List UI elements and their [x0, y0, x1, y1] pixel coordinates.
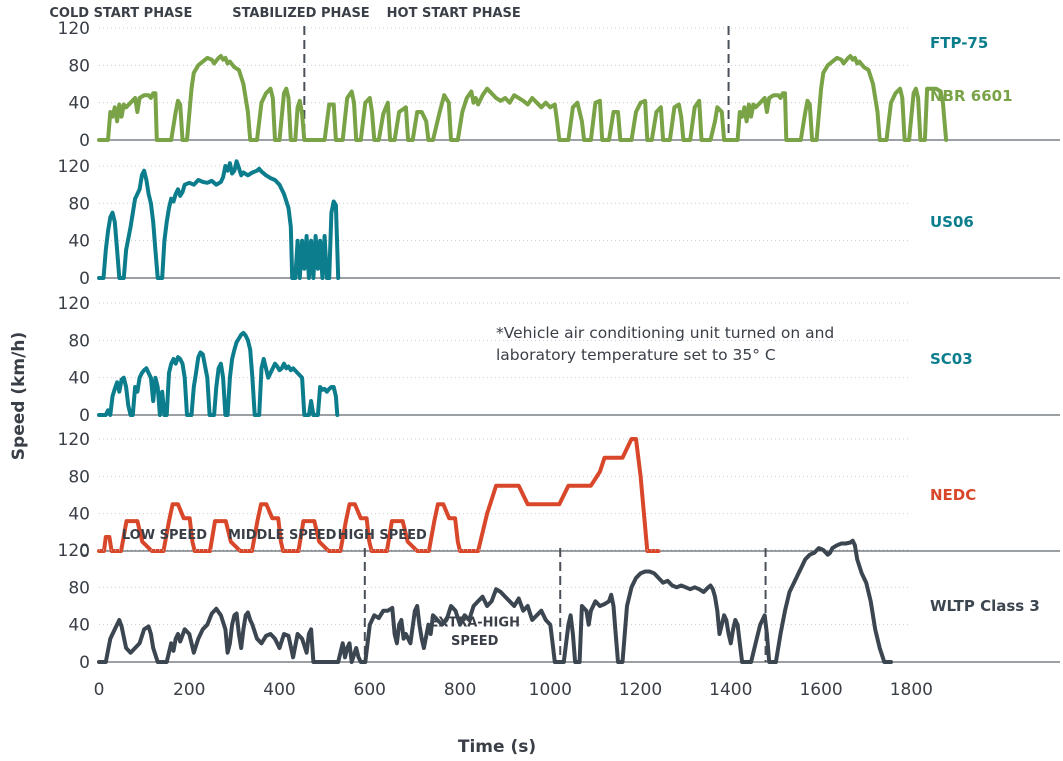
- panel-note: *Vehicle air conditioning unit turned on…: [496, 324, 834, 342]
- x-tick-label: 200: [173, 680, 205, 700]
- panel-note: laboratory temperature set to 35° C: [496, 346, 776, 364]
- y-tick-label: 120: [58, 157, 90, 177]
- x-tick-label: 0: [94, 680, 105, 700]
- y-tick-label: 40: [68, 505, 90, 525]
- x-tick-label: 1400: [709, 680, 752, 700]
- y-tick-label: 80: [68, 56, 90, 76]
- series-line: [97, 330, 340, 417]
- y-tick-label: 40: [68, 616, 90, 636]
- y-tick-label: 120: [58, 19, 90, 39]
- x-axis-title: Time (s): [458, 737, 536, 757]
- x-tick-label: 800: [444, 680, 476, 700]
- phase-label: MIDDLE SPEED: [228, 528, 337, 543]
- y-tick-label: 40: [68, 94, 90, 114]
- series-line: [97, 437, 661, 553]
- phase-label: COLD START PHASE: [49, 6, 192, 21]
- y-tick-label: 0: [79, 653, 90, 673]
- y-axis-title: Speed (km/h): [9, 332, 29, 460]
- y-tick-label: 80: [68, 331, 90, 351]
- y-tick-label: 40: [68, 369, 90, 389]
- x-tick-labels: 0 200 400 600 800 1000 1200 1400 1600 1800: [94, 680, 933, 700]
- phase-label: SPEED: [451, 634, 499, 649]
- series-line: [97, 54, 949, 142]
- y-tick-label: 120: [58, 541, 90, 561]
- y-tick-label: 120: [58, 430, 90, 450]
- x-tick-label: 1600: [799, 680, 842, 700]
- x-tick-label: 400: [263, 680, 295, 700]
- panel-4: 0 40 80 120 LOW SPEED MIDDLE SPEED HIGH SPEED E…: [58, 528, 1060, 673]
- phase-label: HIGH SPEED: [338, 528, 427, 543]
- y-tick-label: 120: [58, 294, 90, 314]
- x-tick-label: 1000: [529, 680, 572, 700]
- y-tick-label: 80: [68, 467, 90, 487]
- cycle-label: SC03: [930, 350, 973, 368]
- cycle-label: FTP-75: [930, 34, 988, 52]
- phase-label: EXTRA-HIGH: [429, 616, 520, 631]
- y-tick-label: 40: [68, 232, 90, 252]
- cycle-label: NBR 6601: [930, 87, 1013, 105]
- panel-1: 0 40 80 120 US06: [58, 157, 1060, 289]
- series-line: [97, 538, 893, 664]
- y-tick-label: 0: [79, 406, 90, 426]
- x-tick-label: 1200: [619, 680, 662, 700]
- y-tick-label: 0: [79, 542, 90, 562]
- cycle-label: US06: [930, 213, 974, 231]
- panel-3: 0 40 80 120 NEDC: [58, 430, 1060, 562]
- y-tick-label: 80: [68, 578, 90, 598]
- y-tick-label: 0: [79, 131, 90, 151]
- series-line: [97, 159, 341, 280]
- panel-2: 0 40 80 120 *Vehicle air conditioning unit t…: [58, 294, 1060, 426]
- x-tick-label: 1800: [890, 680, 933, 700]
- x-tick-label: 600: [354, 680, 386, 700]
- phase-label: STABILIZED PHASE: [232, 6, 369, 21]
- phase-label: LOW SPEED: [122, 528, 207, 543]
- phase-label: HOT START PHASE: [387, 6, 521, 21]
- cycle-label: WLTP Class 3: [930, 597, 1040, 615]
- cycle-label: NEDC: [930, 486, 976, 504]
- y-tick-label: 80: [68, 194, 90, 214]
- y-tick-label: 0: [79, 269, 90, 289]
